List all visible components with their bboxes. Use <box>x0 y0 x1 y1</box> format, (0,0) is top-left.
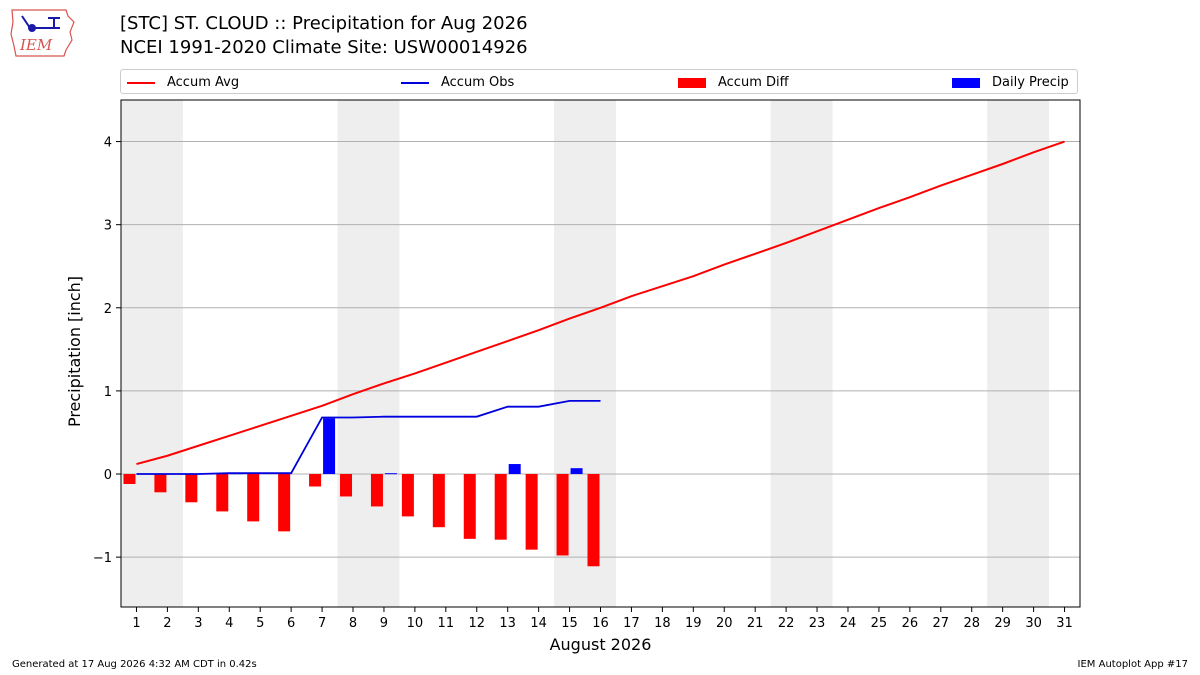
daily-precip-bar <box>384 473 397 475</box>
accum-diff-bar <box>525 474 538 550</box>
y-tick-label: 1 <box>104 385 112 400</box>
x-tick-label: 30 <box>1025 616 1042 631</box>
legend-item-accum-obs: Accum Obs <box>401 70 514 95</box>
legend-item-accum-avg: Accum Avg <box>127 70 239 95</box>
accum-diff-bar <box>154 474 167 493</box>
x-tick-label: 20 <box>716 616 733 631</box>
accum-diff-bar <box>123 474 136 484</box>
daily-precip-bar <box>508 464 521 475</box>
y-axis-label: Precipitation [inch] <box>65 276 84 427</box>
accum-diff-bar <box>463 474 476 539</box>
legend-swatch-accum-obs <box>401 81 429 84</box>
x-tick-label: 18 <box>654 616 671 631</box>
legend-label-accum-avg: Accum Avg <box>167 75 240 90</box>
x-tick-label: 22 <box>778 616 795 631</box>
logo-text: IEM <box>19 36 53 54</box>
legend-swatch-accum-diff <box>678 77 706 88</box>
x-tick-label: 2 <box>163 616 171 631</box>
y-tick-label: 4 <box>104 136 112 151</box>
weekend-band <box>770 100 833 607</box>
x-tick-label: 31 <box>1056 616 1073 631</box>
legend-label-accum-obs: Accum Obs <box>441 75 515 90</box>
accum-diff-bar <box>370 474 383 507</box>
x-tick-label: 29 <box>994 616 1011 631</box>
accum-diff-bar <box>247 474 260 522</box>
legend-item-accum-diff: Accum Diff <box>678 70 789 95</box>
x-tick-label: 8 <box>349 616 357 631</box>
weekend-band <box>121 100 183 607</box>
x-tick-label: 4 <box>225 616 233 631</box>
x-tick-label: 17 <box>623 616 640 631</box>
y-tick-label: 0 <box>104 468 112 483</box>
x-tick-label: 11 <box>438 616 455 631</box>
accum-diff-bar <box>587 474 600 567</box>
accum-obs-line <box>136 399 601 475</box>
y-tick-label: 3 <box>104 219 112 234</box>
generated-footer: Generated at 17 Aug 2026 4:32 AM CDT in … <box>12 659 257 670</box>
daily-precip-bar <box>570 468 583 475</box>
accum-diff-bar <box>494 474 507 540</box>
x-tick-label: 28 <box>963 616 980 631</box>
daily-precip-bar <box>323 418 336 475</box>
chart-subtitle: NCEI 1991-2020 Climate Site: USW00014926 <box>120 37 528 58</box>
app-footer: IEM Autoplot App #17 <box>1077 659 1188 670</box>
legend-label-accum-diff: Accum Diff <box>718 75 789 90</box>
accum-avg-line <box>136 140 1065 466</box>
x-tick-label: 16 <box>592 616 609 631</box>
x-tick-label: 3 <box>194 616 202 631</box>
x-tick-label: 14 <box>530 616 547 631</box>
x-tick-label: 1 <box>132 616 140 631</box>
x-tick-label: 6 <box>287 616 295 631</box>
legend-label-daily-precip: Daily Precip <box>992 75 1069 90</box>
y-tick-label: −1 <box>93 551 112 566</box>
accum-diff-bar <box>309 474 322 487</box>
weekend-band <box>987 100 1050 607</box>
x-tick-label: 7 <box>318 616 326 631</box>
chart-legend: Accum Avg Accum Obs Accum Diff Daily Pre… <box>120 69 1078 94</box>
x-tick-label: 10 <box>407 616 424 631</box>
accum-diff-bar <box>432 474 445 528</box>
legend-item-daily-precip: Daily Precip <box>952 70 1069 95</box>
x-tick-label: 12 <box>468 616 485 631</box>
x-tick-label: 26 <box>902 616 919 631</box>
x-tick-label: 19 <box>685 616 702 631</box>
x-axis-label: August 2026 <box>550 635 652 654</box>
x-tick-label: 23 <box>809 616 826 631</box>
legend-swatch-daily-precip <box>952 77 980 88</box>
x-tick-label: 27 <box>933 616 950 631</box>
accum-diff-bar <box>185 474 198 503</box>
x-tick-label: 24 <box>840 616 857 631</box>
weather-station-icon <box>21 15 60 32</box>
weekend-band <box>337 100 400 607</box>
x-tick-label: 13 <box>499 616 516 631</box>
accum-diff-bar <box>556 474 569 556</box>
accum-diff-bar <box>340 474 353 497</box>
x-tick-label: 9 <box>380 616 388 631</box>
x-tick-label: 25 <box>871 616 888 631</box>
legend-swatch-accum-avg <box>127 81 155 84</box>
y-tick-label: 2 <box>104 302 112 317</box>
iem-logo: IEM <box>8 6 78 60</box>
accum-diff-bar <box>401 474 414 517</box>
accum-diff-bar <box>216 474 229 512</box>
chart-title: [STC] ST. CLOUD :: Precipitation for Aug… <box>120 13 528 34</box>
x-tick-label: 15 <box>561 616 578 631</box>
x-tick-label: 5 <box>256 616 264 631</box>
x-tick-label: 21 <box>747 616 764 631</box>
accum-diff-bar <box>278 474 291 532</box>
